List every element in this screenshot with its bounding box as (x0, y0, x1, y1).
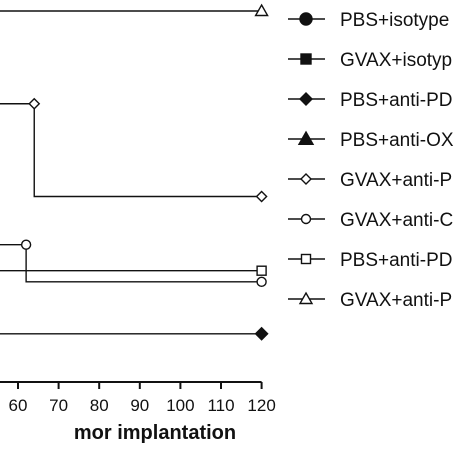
legend-marker-4 (300, 173, 312, 185)
x-axis: 60 70 80 90 100 110 120 (0, 381, 276, 415)
x-tick-label-120: 120 (247, 396, 275, 415)
legend-marker-3 (297, 130, 315, 145)
legend-label-5: GVAX+anti-C (340, 210, 453, 231)
x-tick-label-100: 100 (166, 396, 194, 415)
legend-label-4: GVAX+anti-P (340, 170, 452, 191)
legend-marker-7 (298, 291, 314, 305)
x-tick-label-60: 60 (9, 396, 28, 415)
legend-label-3: PBS+anti-OX (340, 130, 454, 151)
legend-label-1: GVAX+isotyp (340, 50, 452, 71)
plot-area (0, 3, 269, 341)
series-marker-5 (256, 276, 267, 288)
series-marker-4 (28, 97, 41, 110)
x-tick-label-90: 90 (130, 396, 149, 415)
legend-label-2: PBS+anti-PD (340, 90, 452, 111)
legend-marker-6 (300, 253, 312, 265)
legend-marker-5 (300, 213, 312, 225)
series-marker-5 (20, 239, 32, 250)
legend-label-7: GVAX+anti-P (340, 290, 452, 311)
series-line-4 (0, 103, 262, 198)
legend-label-0: PBS+isotype (340, 10, 449, 31)
series-line-5 (0, 244, 262, 283)
legend-marker-1 (300, 53, 312, 65)
x-axis-label: mor implantation (74, 422, 236, 444)
series-marker-2 (254, 326, 269, 341)
series-marker-4 (255, 190, 268, 203)
x-tick-label-110: 110 (207, 396, 234, 415)
series-marker-7 (254, 3, 269, 17)
x-tick-label-70: 70 (49, 396, 68, 415)
legend-marker-2 (299, 92, 313, 106)
legend-marker-0 (299, 12, 313, 26)
x-tick-label-80: 80 (90, 396, 109, 415)
legend-label-6: PBS+anti-PD (340, 250, 452, 271)
legend: PBS+isotype GVAX+isotyp PBS+anti-PD PBS+ant… (288, 10, 454, 311)
series-marker-6 (256, 265, 267, 276)
